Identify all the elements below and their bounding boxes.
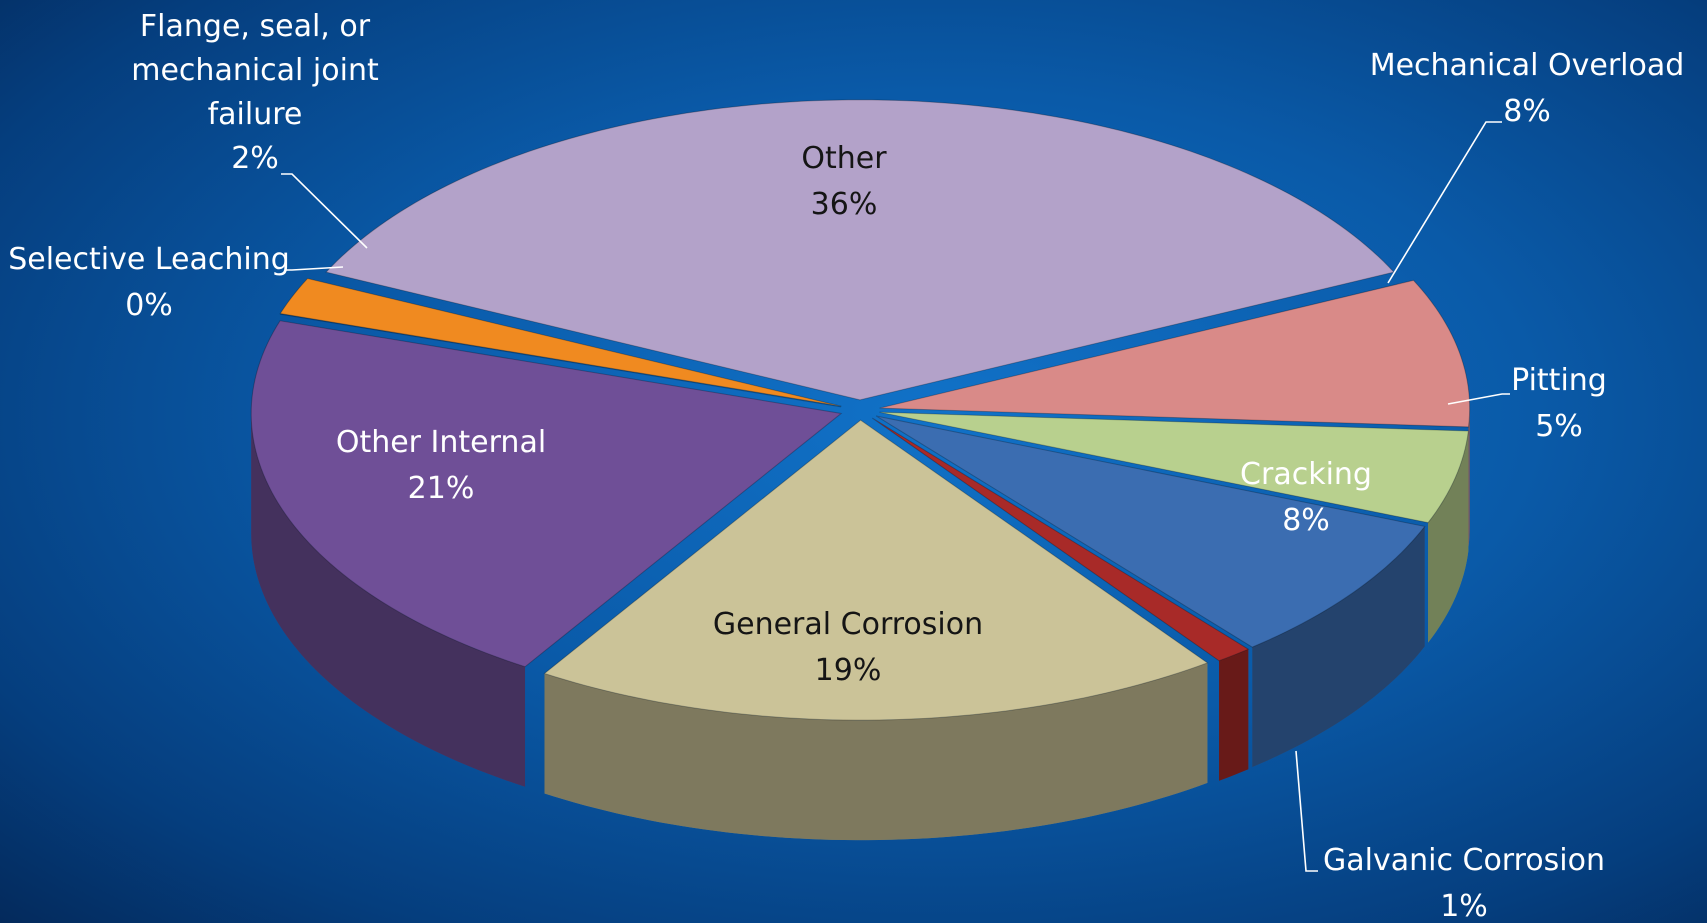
value-label: 1%: [1440, 889, 1488, 923]
slice-side: [1468, 408, 1470, 547]
value-label: 0%: [125, 288, 173, 323]
slice: [879, 279, 1471, 428]
data-label: Flange, seal, or mechanical joint failur…: [120, 5, 390, 181]
slice: [879, 411, 1469, 524]
category-label: Other: [801, 141, 887, 176]
value-label: 2%: [231, 141, 279, 176]
slices: [250, 99, 1471, 841]
data-label: Pitting 5%: [1511, 358, 1607, 450]
category-label: Flange, seal, or mechanical joint failur…: [131, 9, 379, 132]
slice: [279, 313, 842, 408]
slice-side-shade: [1428, 431, 1469, 643]
slice-side: [1252, 526, 1425, 768]
value-label: 5%: [1535, 409, 1583, 444]
slice-side-shade: [1468, 408, 1470, 547]
data-label: Other Internal 21%: [336, 420, 546, 512]
slice: [543, 419, 1209, 721]
leader-line: [281, 173, 368, 249]
slice-side-shade: [1252, 526, 1425, 768]
data-label: Other 36%: [801, 136, 886, 228]
category-label: Cracking: [1240, 457, 1372, 492]
category-label: Pitting: [1511, 363, 1607, 398]
category-label: Mechanical Overload: [1369, 48, 1685, 83]
slice-side: [251, 413, 526, 787]
data-label: Selective Leaching 0%: [8, 237, 290, 329]
leader-line: [1295, 750, 1318, 872]
category-label: General Corrosion: [712, 607, 984, 642]
slice: [871, 417, 1250, 662]
slice: [279, 277, 842, 407]
slice-side-shade: [1219, 649, 1249, 781]
slice-side: [1428, 431, 1469, 643]
category-label: Galvanic Corrosion: [1323, 843, 1605, 878]
value-label: 8%: [1282, 503, 1330, 538]
slice: [325, 99, 1395, 401]
slice-side: [1219, 649, 1249, 781]
data-label: Cracking 8%: [1240, 452, 1372, 544]
category-label: Other Internal: [335, 425, 547, 460]
slice: [875, 415, 1426, 648]
data-label: Mechanical Overload 8%: [1370, 43, 1685, 135]
leader-line: [286, 266, 344, 271]
leader-line: [1387, 121, 1502, 284]
slice-side-shade: [544, 662, 1208, 841]
data-label: General Corrosion 19%: [713, 602, 983, 694]
value-label: 36%: [810, 187, 878, 222]
leader-line: [1447, 393, 1510, 405]
leader-lines: [281, 121, 1510, 872]
category-label: Selective Leaching: [8, 242, 290, 277]
slice: [250, 320, 843, 668]
value-label: 8%: [1503, 94, 1551, 129]
slice-side-shade: [251, 413, 526, 787]
value-label: 19%: [814, 653, 882, 688]
value-label: 21%: [407, 471, 475, 506]
slice-side: [544, 662, 1208, 841]
data-label: Galvanic Corrosion 1%: [1323, 838, 1605, 923]
